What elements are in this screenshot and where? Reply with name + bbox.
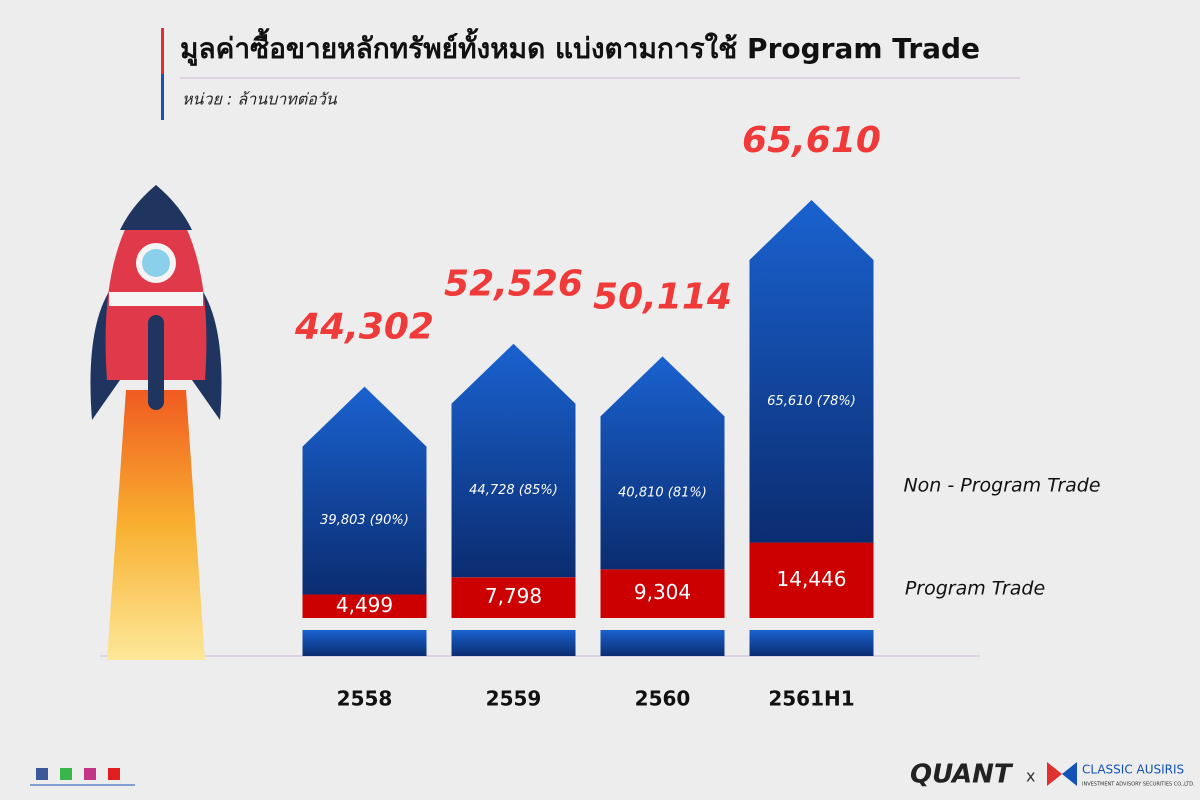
partner-logo bbox=[1047, 762, 1062, 786]
total-label: 44,302 bbox=[294, 307, 434, 348]
arrow-segment bbox=[600, 356, 725, 570]
arrow-segment bbox=[302, 386, 427, 595]
brand: QUANT bbox=[910, 760, 1014, 790]
x-tick-label: 2558 bbox=[337, 687, 393, 711]
total-label: 50,114 bbox=[593, 276, 732, 317]
bar-segment bbox=[451, 577, 576, 618]
separator: x bbox=[1026, 767, 1035, 786]
bar-segment bbox=[302, 594, 427, 618]
partner-name: CLASSIC AUSIRIS bbox=[1082, 763, 1184, 777]
x-tick-label: 2561H1 bbox=[768, 687, 854, 711]
bar-base bbox=[451, 630, 576, 656]
x-tick-label: 2560 bbox=[635, 687, 691, 711]
segment-label: 39,803 (90%) bbox=[320, 513, 409, 528]
legend-label: Non - Program Trade bbox=[903, 475, 1100, 497]
segment-label: 40,810 (81%) bbox=[618, 485, 707, 500]
bar-segment bbox=[749, 542, 874, 618]
subtitle: หน่วย : ล้านบาทต่อวัน bbox=[182, 90, 338, 109]
accent-bar bbox=[161, 28, 164, 74]
social-icon bbox=[60, 768, 72, 780]
segment-label: 4,499 bbox=[336, 593, 393, 617]
bar-base bbox=[600, 630, 725, 656]
total-label: 52,526 bbox=[444, 264, 583, 305]
rocket bbox=[90, 185, 222, 660]
social-icon bbox=[84, 768, 96, 780]
segment-label: 9,304 bbox=[634, 580, 691, 604]
bar-segment bbox=[600, 569, 725, 618]
partner-sub: INVESTMENT ADVISORY SECURITIES CO.,LTD. bbox=[1082, 782, 1195, 788]
bar-base bbox=[302, 630, 427, 656]
segment-label: 14,446 bbox=[777, 567, 847, 591]
x-tick-label: 2559 bbox=[486, 687, 542, 711]
segment-label: 65,610 (78%) bbox=[767, 394, 856, 409]
segment-label: 7,798 bbox=[485, 584, 542, 608]
segment-label: 44,728 (85%) bbox=[469, 483, 558, 498]
social-icon bbox=[36, 768, 48, 780]
bar-base bbox=[749, 630, 874, 656]
total-label: 65,610 bbox=[742, 120, 881, 161]
arrow-segment bbox=[749, 200, 874, 543]
legend-label: Program Trade bbox=[905, 578, 1045, 600]
arrow-segment bbox=[451, 343, 576, 578]
social-icon bbox=[108, 768, 120, 780]
partner-logo bbox=[1062, 762, 1077, 786]
accent-bar bbox=[161, 74, 164, 120]
chart-title: มูลค่าซื้อขายหลักทรัพย์ทั้งหมด แบ่งตามกา… bbox=[180, 27, 980, 66]
